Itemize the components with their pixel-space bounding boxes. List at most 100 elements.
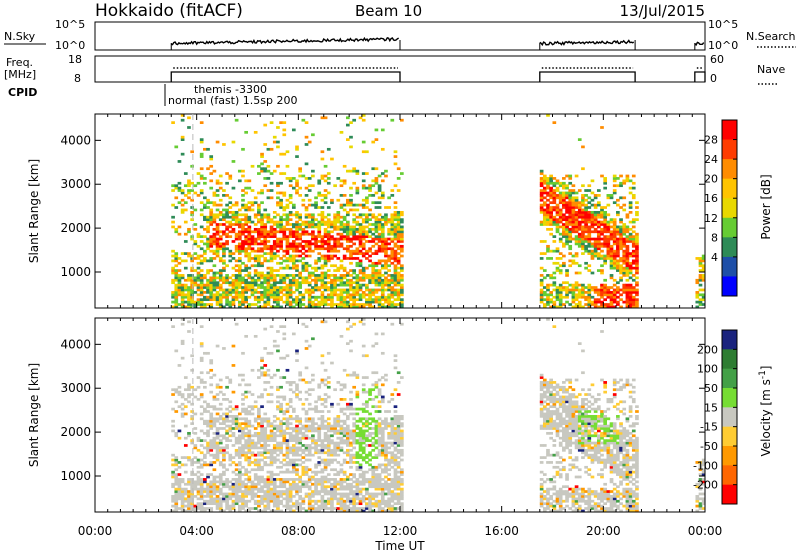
power-cell	[218, 247, 223, 251]
power-cell	[342, 247, 347, 251]
power-cell	[222, 242, 226, 246]
power-cell	[581, 247, 585, 251]
power-cell	[361, 213, 366, 217]
velocity-cell	[314, 448, 318, 452]
power-cell	[596, 247, 601, 251]
power-cell	[218, 244, 223, 248]
velocity-cell	[291, 448, 296, 452]
velocity-cell	[250, 461, 255, 464]
power-cell	[387, 247, 391, 251]
velocity-cell	[260, 366, 264, 370]
velocity-cell	[266, 419, 271, 423]
velocity-cell	[203, 439, 207, 442]
velocity-cell	[333, 429, 337, 433]
power-cell	[215, 283, 220, 287]
velocity-cell	[228, 378, 233, 382]
power-cell	[384, 278, 388, 282]
power-cell	[628, 232, 633, 236]
power-cell	[301, 223, 306, 226]
power-cell	[361, 237, 366, 241]
power-cell	[266, 218, 271, 221]
velocity-cell	[279, 407, 283, 411]
velocity-cell	[269, 429, 274, 433]
power-cell	[272, 283, 277, 287]
power-cell	[276, 213, 280, 217]
power-cell	[237, 232, 242, 236]
velocity-cell	[333, 422, 337, 425]
velocity-cell	[269, 509, 274, 513]
velocity-cell	[282, 485, 287, 489]
velocity-cell	[199, 507, 204, 510]
velocity-cell	[326, 434, 331, 438]
velocity-cell	[253, 419, 258, 423]
velocity-cell	[272, 434, 277, 438]
power-cell	[231, 288, 236, 292]
power-cell	[593, 215, 598, 219]
velocity-cell	[171, 388, 175, 392]
power-cell	[628, 261, 633, 265]
velocity-cell	[285, 478, 290, 481]
power-cell	[298, 215, 303, 219]
velocity-cell	[323, 487, 328, 491]
velocity-cell	[241, 436, 245, 440]
power-cell	[635, 269, 639, 272]
power-cell	[555, 247, 560, 251]
velocity-cell	[285, 456, 290, 459]
power-cell	[606, 230, 611, 234]
power-cell	[577, 283, 582, 287]
velocity-cell	[190, 485, 194, 489]
power-cell	[568, 218, 573, 221]
velocity-cell	[237, 417, 242, 421]
power-cell	[320, 264, 325, 268]
power-cell	[345, 274, 350, 277]
power-cell	[288, 211, 293, 214]
velocity-cell	[304, 434, 309, 438]
power-cell	[631, 218, 636, 221]
power-cell	[581, 283, 585, 287]
power-cell	[374, 269, 379, 272]
power-cell	[311, 291, 315, 294]
power-cell	[177, 303, 182, 306]
velocity-cell	[234, 424, 239, 428]
power-cell	[298, 174, 303, 178]
velocity-cell	[196, 465, 201, 469]
power-cell	[555, 189, 560, 192]
velocity-cell	[295, 499, 299, 503]
velocity-cell	[272, 373, 277, 377]
power-cell	[596, 189, 601, 192]
velocity-cell	[282, 436, 287, 440]
velocity-cell	[196, 470, 201, 474]
velocity-cell	[218, 490, 223, 493]
power-cell	[263, 291, 268, 294]
power-cell	[546, 186, 550, 190]
power-cell	[574, 230, 579, 234]
power-cell	[698, 269, 703, 272]
power-cell	[304, 143, 309, 146]
velocity-cell	[174, 507, 179, 510]
power-cell	[377, 223, 382, 226]
velocity-cell	[174, 497, 179, 501]
power-cell	[368, 276, 372, 280]
velocity-cell	[276, 509, 280, 513]
velocity-cell	[263, 371, 268, 375]
power-cell	[237, 264, 242, 268]
power-cell	[320, 274, 325, 277]
power-cell	[555, 211, 560, 214]
power-cell	[288, 278, 293, 282]
power-cell	[206, 259, 210, 263]
power-cell	[320, 223, 325, 226]
power-cell	[225, 225, 229, 229]
power-cell	[358, 225, 363, 229]
power-cell	[247, 259, 252, 263]
power-cell	[257, 208, 261, 212]
power-cell	[311, 220, 315, 224]
power-cell	[272, 230, 277, 234]
power-cell	[574, 281, 579, 285]
velocity-cell	[244, 492, 248, 496]
velocity-cell	[212, 395, 217, 399]
power-cell	[320, 293, 325, 297]
power-cell	[203, 235, 207, 238]
power-cell	[628, 288, 633, 292]
power-cell	[574, 227, 579, 231]
power-cell	[400, 237, 404, 241]
